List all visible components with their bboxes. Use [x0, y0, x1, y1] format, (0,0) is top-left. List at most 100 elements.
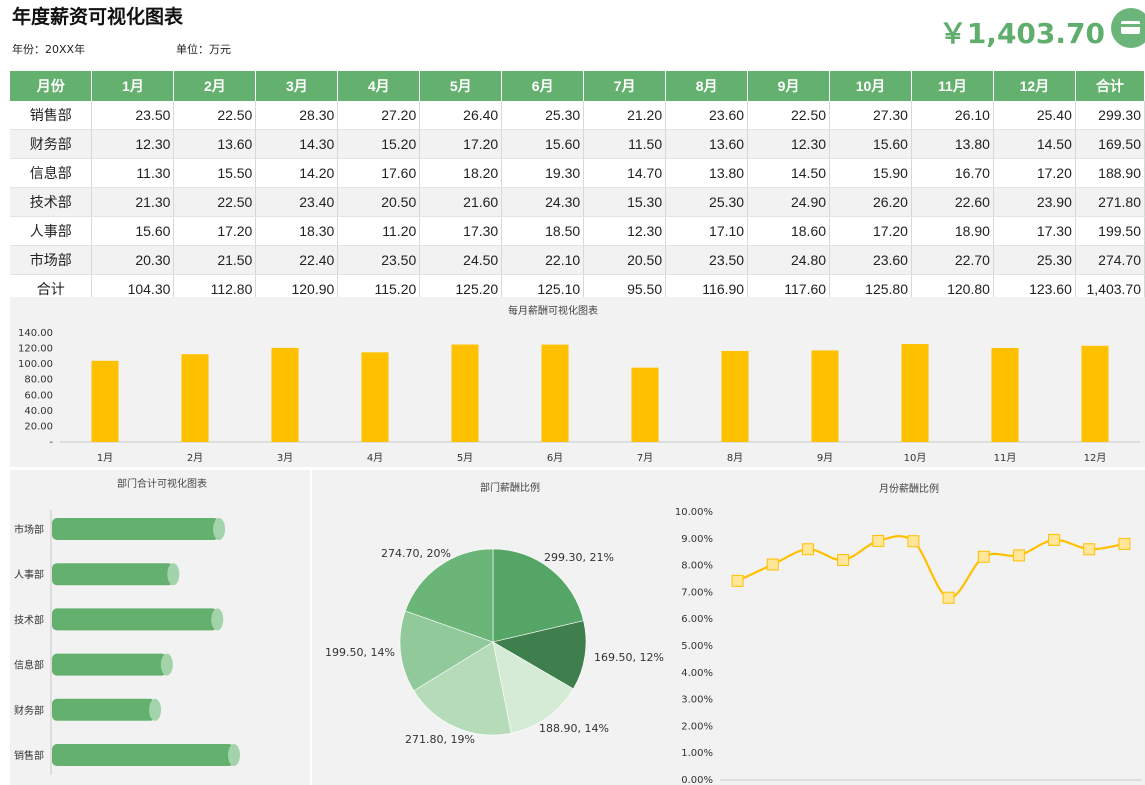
column-header: 3月	[255, 71, 339, 101]
slice-label: 188.90, 14%	[539, 722, 609, 735]
table-cell: 12.30	[583, 216, 667, 246]
table-cell: 199.50	[1075, 216, 1145, 246]
table-cell: 14.20	[255, 158, 339, 188]
card-icon	[1111, 8, 1145, 48]
data-point	[872, 534, 885, 547]
chart-title: 部门合计可视化图表	[117, 477, 207, 490]
column-header: 2月	[173, 71, 257, 101]
data-point	[977, 550, 990, 563]
monthly-ratio-line-chart: 月份薪酬比例 0.00% 1.00% 2.00% 3.00% 4.00% 5.00% 6.00…	[672, 470, 1145, 785]
slice-label: 299.30, 21%	[544, 551, 614, 564]
table-cell: 18.20	[419, 158, 503, 188]
table-cell: 26.40	[419, 101, 503, 130]
bar	[52, 608, 218, 631]
bar	[631, 367, 659, 442]
category-label: 技术部	[14, 613, 44, 626]
table-row: 财务部 12.30 13.60 14.30 15.20 17.20 15.60 11.50 13…	[10, 129, 1145, 159]
x-tick-label: 11月	[994, 452, 1017, 464]
x-tick-label: 9月	[817, 452, 833, 464]
table-cell: 22.40	[255, 245, 339, 275]
table-cell: 12.30	[747, 129, 831, 159]
column-header: 7月	[583, 71, 667, 101]
bar	[541, 344, 569, 442]
table-cell: 15.60	[91, 216, 175, 246]
column-header: 9月	[747, 71, 831, 101]
y-tick-label: 1.00%	[681, 748, 713, 759]
monthly-bar-chart: 每月薪酬可视化图表 - 20.00 40.00 60.00 80.00 100.00 120.…	[10, 297, 1145, 467]
table-cell: 15.60	[829, 129, 912, 159]
table-cell: 28.30	[255, 101, 339, 130]
column-header: 合计	[1075, 71, 1145, 101]
slice-label: 199.50, 14%	[325, 646, 395, 659]
table-cell: 17.20	[173, 216, 257, 246]
row-label: 销售部	[10, 101, 93, 130]
x-tick-label: 12月	[1084, 452, 1107, 464]
row-label: 财务部	[10, 129, 93, 159]
chart-title: 部门薪酬比例	[480, 481, 540, 494]
table-cell: 17.60	[337, 158, 421, 188]
table-cell: 27.30	[829, 101, 912, 130]
salary-table: 月份 1月 2月 3月 4月 5月 6月 7月 8月 9月 10月 11月 12月 合计 销售部 23.50…	[10, 71, 1145, 304]
table-cell: 17.30	[419, 216, 503, 246]
y-tick-label: 20.00	[24, 421, 53, 432]
column-header: 11月	[911, 71, 994, 101]
column-header: 12月	[993, 71, 1076, 101]
series-line	[737, 535, 1125, 599]
pie-slice	[492, 641, 574, 734]
category-label: 销售部	[14, 749, 44, 762]
table-cell: 11.20	[337, 216, 421, 246]
column-header: 6月	[501, 71, 585, 101]
table-cell: 26.20	[829, 187, 912, 217]
data-point	[801, 543, 814, 556]
total-amount: ￥1,403.70	[938, 17, 1105, 50]
table-cell: 21.30	[91, 187, 175, 217]
table-cell: 20.30	[91, 245, 175, 275]
table-cell: 13.60	[665, 129, 749, 159]
table-cell: 12.30	[91, 129, 175, 159]
y-tick-label: 8.00%	[681, 561, 713, 572]
table-cell: 23.40	[255, 187, 339, 217]
table-cell: 15.90	[829, 158, 912, 188]
table-row: 信息部 11.30 15.50 14.20 17.60 18.20 19.30 14.70 13…	[10, 158, 1145, 188]
y-tick-label: 6.00%	[681, 614, 713, 625]
slice-label: 274.70, 20%	[381, 547, 451, 560]
pie-slice	[404, 548, 494, 643]
bar-cap	[160, 653, 173, 676]
table-cell: 169.50	[1075, 129, 1145, 159]
year-label: 年份：20XX年	[12, 43, 86, 56]
table-cell: 15.60	[501, 129, 585, 159]
pie-slice	[492, 548, 584, 643]
row-label: 信息部	[10, 158, 93, 188]
column-header: 8月	[665, 71, 749, 101]
dept-pie-chart: 部门薪酬比例 299.30, 21% 169.50, 12% 188.90, 14% 2…	[312, 470, 672, 785]
data-point	[1083, 543, 1096, 556]
bar	[181, 354, 209, 442]
data-point	[766, 558, 779, 571]
y-tick-label: -	[49, 437, 53, 448]
table-cell: 22.50	[173, 187, 257, 217]
x-tick-label: 1月	[97, 452, 113, 464]
bar-cap	[213, 518, 226, 540]
y-tick-label: 10.00%	[675, 507, 713, 518]
column-header: 1月	[91, 71, 175, 101]
table-cell: 13.80	[911, 129, 994, 159]
table-cell: 24.50	[419, 245, 503, 275]
table-cell: 15.20	[337, 129, 421, 159]
table-cell: 11.30	[91, 158, 175, 188]
table-cell: 23.50	[337, 245, 421, 275]
y-tick-label: 80.00	[24, 375, 53, 386]
table-cell: 19.30	[501, 158, 585, 188]
table-cell: 23.50	[91, 101, 175, 130]
page-title: 年度薪资可视化图表	[12, 6, 184, 28]
column-header: 5月	[419, 71, 503, 101]
table-cell: 14.70	[583, 158, 667, 188]
bar	[52, 518, 220, 540]
table-cell: 22.10	[501, 245, 585, 275]
bar-cap	[211, 608, 224, 631]
table-cell: 1,403.70	[1075, 274, 1145, 304]
table-cell: 24.30	[501, 187, 585, 217]
bar	[52, 744, 234, 766]
bar	[52, 563, 174, 586]
table-cell: 18.30	[255, 216, 339, 246]
bar-cap	[228, 744, 240, 766]
